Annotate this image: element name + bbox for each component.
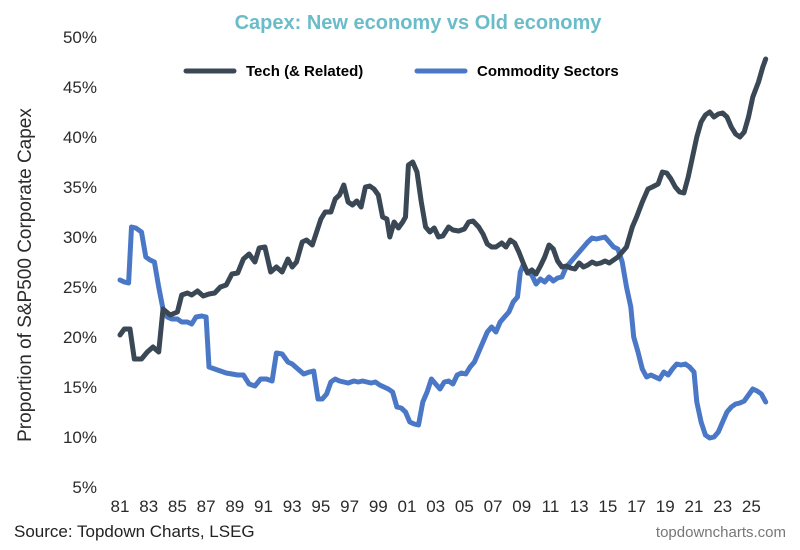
watermark: topdowncharts.com <box>655 524 786 541</box>
x-tick-label: 99 <box>369 497 388 516</box>
y-axis-ticks: 5% 10% 15% 20% 25% 30% 35% 40% 45% 50% <box>63 28 97 497</box>
y-tick-label: 40% <box>63 128 97 147</box>
y-tick-label: 20% <box>63 328 97 347</box>
y-tick-label: 45% <box>63 78 97 97</box>
series-line-tech <box>117 56 769 362</box>
chart-title: Capex: New economy vs Old economy <box>235 12 603 34</box>
x-tick-label: 85 <box>168 497 187 516</box>
x-tick-label: 81 <box>111 497 130 516</box>
y-tick-label: 15% <box>63 378 97 397</box>
x-tick-label: 03 <box>426 497 445 516</box>
x-axis-ticks: 81 83 85 87 89 91 93 95 97 99 01 03 05 07 09 11 13 15 17 19… <box>111 497 761 516</box>
x-tick-label: 21 <box>684 497 703 516</box>
x-tick-label: 19 <box>656 497 675 516</box>
x-tick-label: 89 <box>225 497 244 516</box>
x-tick-label: 17 <box>627 497 646 516</box>
legend: Tech (& Related) Commodity Sectors <box>183 63 619 80</box>
x-tick-label: 95 <box>311 497 330 516</box>
x-tick-label: 09 <box>512 497 531 516</box>
series-line-commodity <box>117 224 769 441</box>
x-tick-label: 25 <box>742 497 761 516</box>
x-tick-label: 07 <box>484 497 503 516</box>
x-tick-label: 87 <box>197 497 216 516</box>
y-tick-label: 30% <box>63 228 97 247</box>
x-tick-label: 01 <box>398 497 417 516</box>
y-tick-label: 5% <box>72 478 97 497</box>
legend-label-commodity: Commodity Sectors <box>477 63 619 80</box>
x-tick-label: 11 <box>542 497 560 516</box>
series-group <box>117 56 769 441</box>
y-tick-label: 10% <box>63 428 97 447</box>
x-tick-label: 13 <box>570 497 589 516</box>
y-tick-label: 50% <box>63 28 97 47</box>
x-tick-label: 83 <box>139 497 158 516</box>
y-axis-label: Proportion of S&P500 Corporate Capex <box>15 108 36 442</box>
y-tick-label: 25% <box>63 278 97 297</box>
x-tick-label: 93 <box>283 497 302 516</box>
legend-label-tech: Tech (& Related) <box>246 63 363 80</box>
y-tick-label: 35% <box>63 178 97 197</box>
x-tick-label: 23 <box>713 497 732 516</box>
x-tick-label: 05 <box>455 497 474 516</box>
x-tick-label: 97 <box>340 497 359 516</box>
x-tick-label: 15 <box>598 497 617 516</box>
source-note: Source: Topdown Charts, LSEG <box>14 522 255 541</box>
x-tick-label: 91 <box>254 497 273 516</box>
